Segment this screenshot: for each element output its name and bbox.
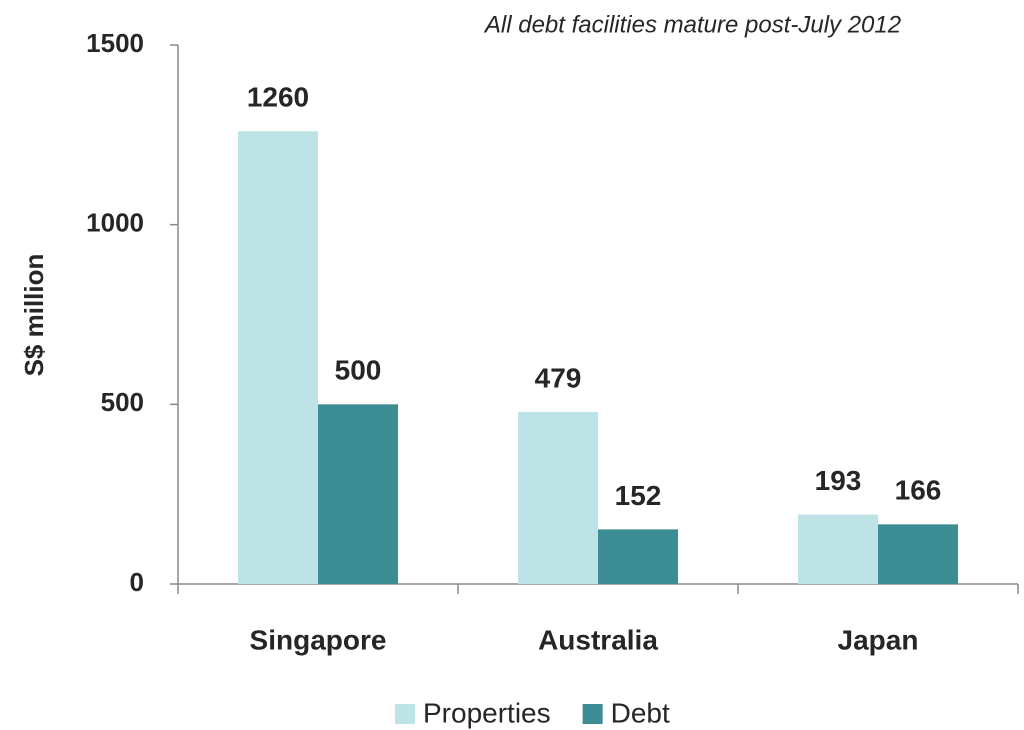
value-label: 1260 xyxy=(247,82,309,113)
value-label: 500 xyxy=(335,355,382,386)
value-label: 166 xyxy=(895,475,942,506)
bar xyxy=(318,404,398,584)
legend-swatch xyxy=(395,704,415,724)
bar xyxy=(878,524,958,584)
y-axis-label: S$ million xyxy=(19,254,49,377)
bar xyxy=(598,529,678,584)
y-tick-label: 0 xyxy=(130,567,144,597)
x-tick-label: Japan xyxy=(838,624,919,655)
bar xyxy=(238,131,318,585)
y-tick-label: 1500 xyxy=(86,28,144,58)
value-label: 152 xyxy=(615,480,662,511)
value-label: 479 xyxy=(535,362,582,393)
x-tick-label: Singapore xyxy=(250,624,387,655)
bar xyxy=(798,514,878,584)
y-tick-label: 1000 xyxy=(86,208,144,238)
bar xyxy=(518,411,598,584)
value-label: 193 xyxy=(815,465,862,496)
annotation: All debt facilities mature post-July 201… xyxy=(483,11,901,38)
legend-label: Debt xyxy=(611,697,670,728)
legend-label: Properties xyxy=(423,697,551,728)
y-tick-label: 500 xyxy=(101,387,144,417)
x-tick-label: Australia xyxy=(538,624,658,655)
legend-swatch xyxy=(582,704,603,724)
